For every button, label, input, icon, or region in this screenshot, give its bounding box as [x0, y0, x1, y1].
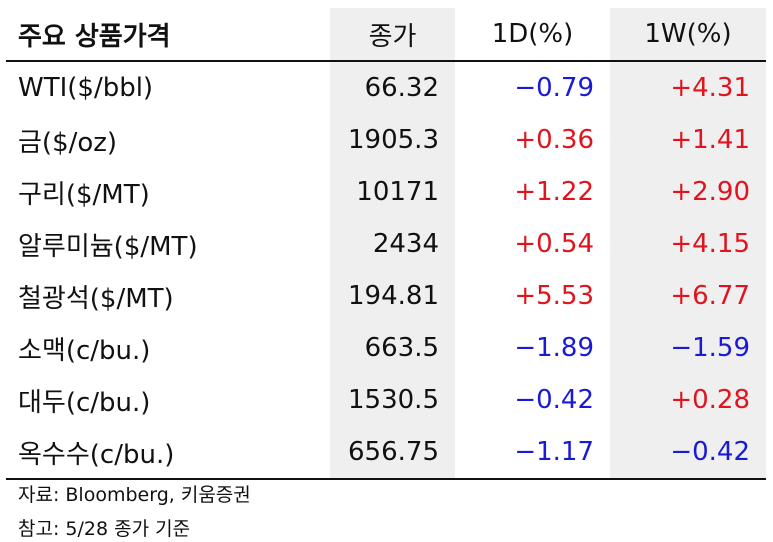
- commodity-name: 옥수수(c/bu.): [6, 426, 330, 480]
- table-header: 주요 상품가격 종가 1D(%) 1W(%): [6, 8, 766, 62]
- value-cell: −0.79: [514, 73, 594, 103]
- header-cell: 종가: [330, 8, 455, 62]
- commodity-name: 철광석($/MT): [18, 283, 174, 314]
- commodity-name: 대두(c/bu.): [18, 387, 151, 418]
- value-cell: 1905.3: [330, 114, 455, 166]
- commodity-name: 구리($/MT): [18, 179, 150, 210]
- value-cell: −0.42: [514, 385, 594, 415]
- table-row: 알루미늄($/MT) 2434 +0.54 +4.15: [6, 218, 766, 270]
- value-cell: +2.90: [610, 166, 766, 218]
- value-cell: +0.36: [514, 125, 594, 155]
- commodity-name: 금($/oz): [18, 127, 118, 158]
- header-cell: 주요 상품가격: [6, 8, 330, 62]
- value-cell: 66.32: [330, 61, 455, 114]
- commodity-name: 소맥(c/bu.): [18, 335, 151, 366]
- value-cell: +1.22: [514, 177, 594, 207]
- value-cell: 2434: [330, 218, 455, 270]
- table-row: 구리($/MT) 10171 +1.22 +2.90: [6, 166, 766, 218]
- table-body: WTI($/bbl) 66.32 −0.79 +4.31 금($/oz) 1905.3 +0…: [6, 61, 766, 480]
- value-cell: +1.41: [610, 114, 766, 166]
- value-cell: +0.28: [610, 374, 766, 426]
- value-cell: 194.81: [330, 270, 455, 322]
- commodity-name: WTI($/bbl): [18, 73, 154, 103]
- reference-note: 참고: 5/28 종가 기준: [18, 518, 191, 540]
- price-table: 주요 상품가격 종가 1D(%) 1W(%) WTI($/bbl) 66.32 −0.79…: [6, 8, 766, 480]
- table-row: 금($/oz) 1905.3 +0.36 +1.41: [6, 114, 766, 166]
- table-row: 소맥(c/bu.) 663.5 −1.89 −1.59: [6, 322, 766, 374]
- value-cell: +6.77: [610, 270, 766, 322]
- value-cell: −1.89: [514, 333, 594, 363]
- value-cell: 1530.5: [330, 374, 455, 426]
- value-cell: +4.15: [610, 218, 766, 270]
- value-cell: 656.75: [330, 426, 455, 480]
- value-cell: +4.31: [610, 61, 766, 114]
- header-row: 주요 상품가격 종가 1D(%) 1W(%): [6, 8, 766, 62]
- value-cell: −0.42: [610, 426, 766, 480]
- header-cell: 1W(%): [610, 8, 766, 62]
- value-cell: 10171: [330, 166, 455, 218]
- value-cell: +0.54: [514, 229, 594, 259]
- commodity-name: 알루미늄($/MT): [18, 231, 198, 262]
- table-row: WTI($/bbl) 66.32 −0.79 +4.31: [6, 61, 766, 114]
- header-cell: 1D(%): [455, 8, 610, 62]
- table-row: 옥수수(c/bu.) 656.75 −1.17 −0.42: [6, 426, 766, 480]
- value-cell: −1.59: [610, 322, 766, 374]
- value-cell: 663.5: [330, 322, 455, 374]
- source-note: 자료: Bloomberg, 키움증권: [18, 484, 251, 506]
- table-row: 철광석($/MT) 194.81 +5.53 +6.77: [6, 270, 766, 322]
- table-row: 대두(c/bu.) 1530.5 −0.42 +0.28: [6, 374, 766, 426]
- value-cell: +5.53: [514, 281, 594, 311]
- value-cell: −1.17: [455, 426, 610, 480]
